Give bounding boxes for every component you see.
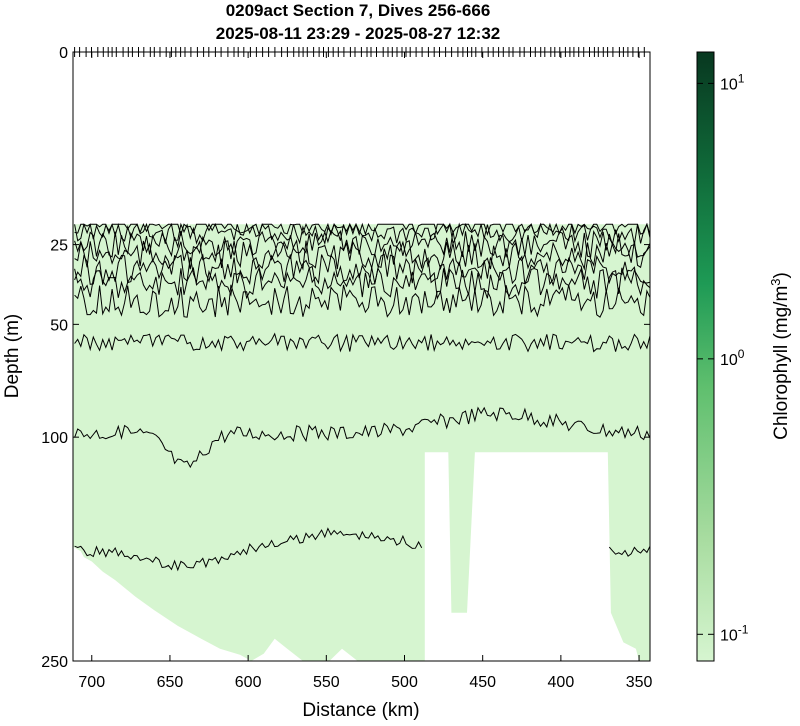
x-tick-label: 550 [313,674,340,691]
x-axis-label: Distance (km) [302,700,419,721]
x-tick-label: 450 [469,674,496,691]
y-tick-label: 100 [41,430,68,447]
chart-title: 0209act Section 7, Dives 256-666 [226,1,491,20]
contour-line-98m [74,406,650,469]
contour-line-168m [74,527,650,572]
chart-subtitle: 2025-08-11 23:29 - 2025-08-27 12:32 [216,24,501,43]
x-tick-label: 400 [548,674,575,691]
colorbar-label: Chlorophyll (mg/m3) [768,272,793,440]
y-axis-label: Depth (m) [2,314,23,398]
isopycnal-contours [74,222,650,572]
x-tick-label: 350 [626,674,653,691]
colorbar-ticks: 10-1 100 101 [697,71,749,644]
contour-line-28m [74,239,650,271]
contour-line-22m [74,222,650,246]
colorbar-gradient [696,51,715,662]
y-tick-label: 25 [50,238,68,255]
y-tick-label: 250 [41,654,68,671]
x-tick-label: 500 [391,674,418,691]
colorbar: 10-1 100 101 Chlorophyll (mg/m3) [696,51,793,662]
colorbar-tick-label: 101 [720,71,745,93]
contour-line-36m [74,265,650,301]
bottom-mask [73,452,650,661]
colorbar-tick-label: 10-1 [720,622,749,644]
y-axis: 0 25 50 100 250 [41,45,650,671]
contour-line-42m [74,284,650,318]
x-tick-label: 600 [235,674,262,691]
bottom-mask-shape [73,452,650,661]
plot-frame [72,51,651,662]
contour-line-20m [74,222,650,237]
x-tick-label: 650 [157,674,184,691]
contour-line-25m [74,229,650,258]
x-axis: 700 650 600 550 500 450 400 350 [78,52,652,691]
x-tick-label: 700 [78,674,105,691]
colorbar-tick-label: 100 [720,347,745,369]
y-tick-label: 0 [59,45,68,62]
y-tick-label: 50 [50,317,68,334]
contour-line-32m [74,253,650,286]
contour-line-57m [74,332,650,353]
